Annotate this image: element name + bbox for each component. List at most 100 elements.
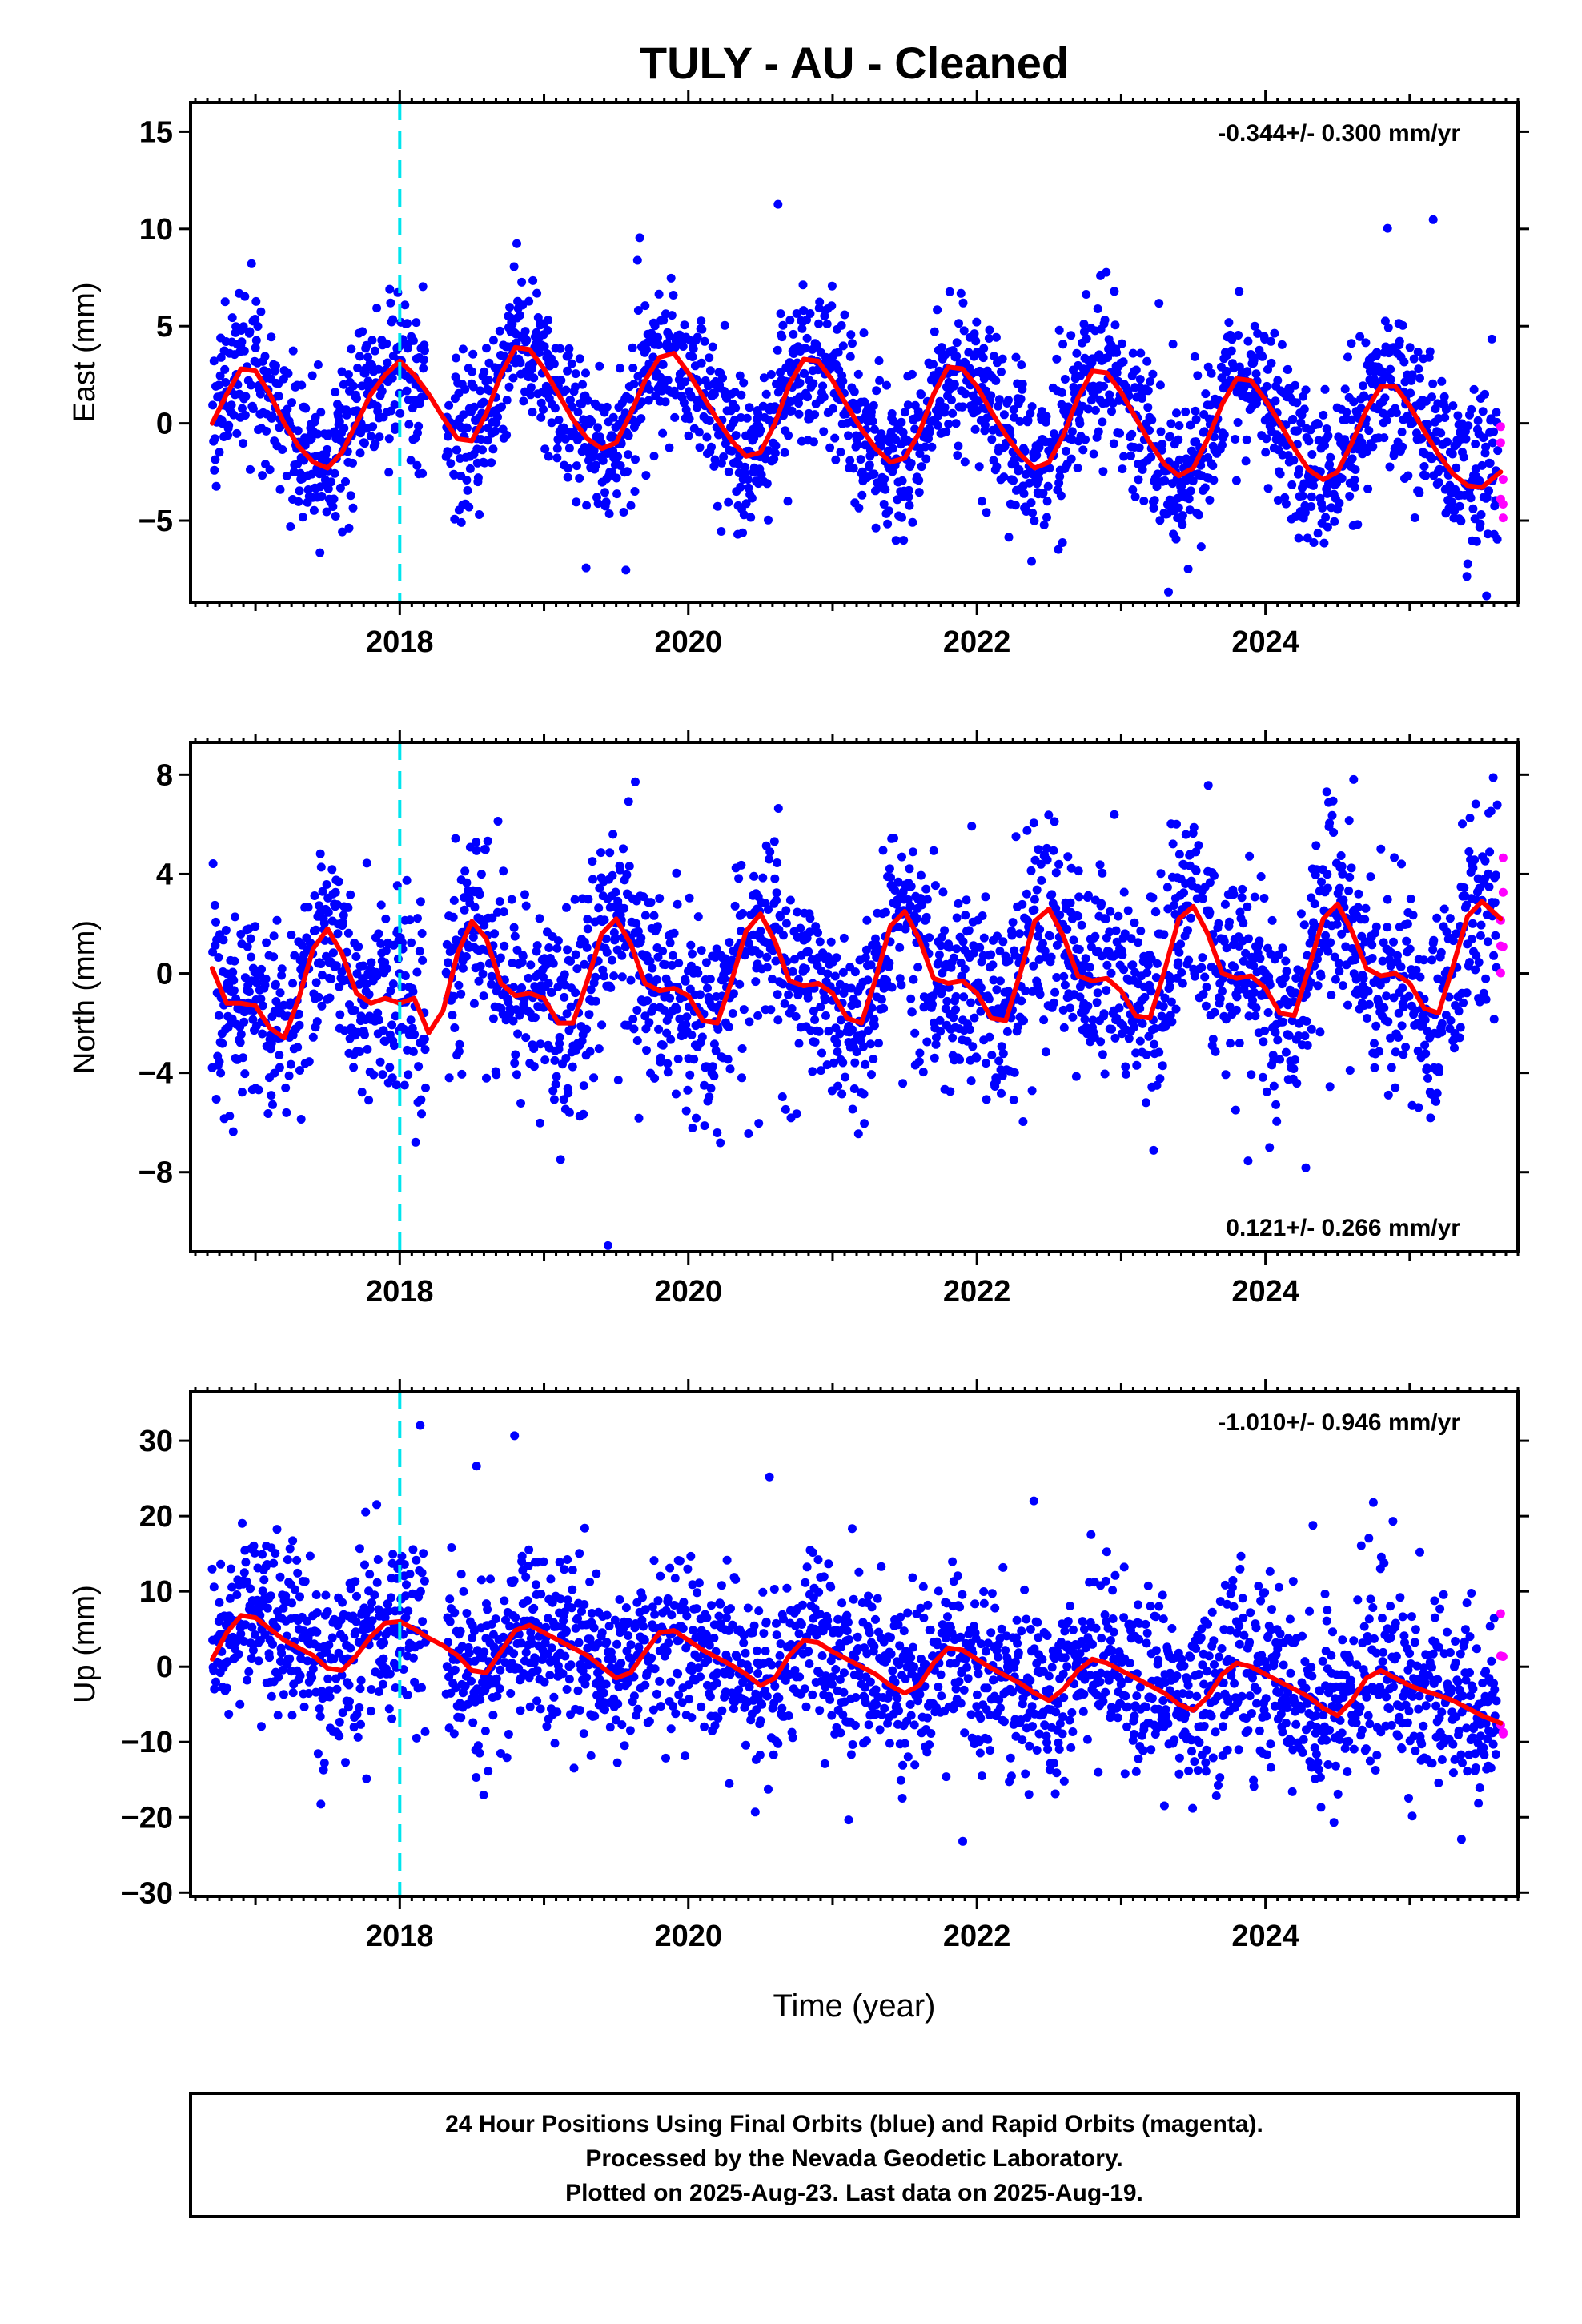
final-orbit-point bbox=[1375, 1047, 1384, 1056]
final-orbit-point bbox=[679, 398, 689, 408]
final-orbit-point bbox=[333, 929, 343, 939]
final-orbit-point bbox=[764, 515, 773, 525]
final-orbit-point bbox=[827, 281, 837, 291]
final-orbit-point bbox=[495, 897, 504, 906]
final-orbit-point bbox=[1058, 1005, 1068, 1015]
final-orbit-point bbox=[773, 858, 782, 867]
final-orbit-point bbox=[1099, 381, 1108, 391]
final-orbit-point bbox=[769, 837, 779, 846]
final-orbit-point bbox=[1190, 352, 1199, 361]
final-orbit-point bbox=[904, 492, 913, 501]
final-orbit-point bbox=[1174, 503, 1183, 513]
final-orbit-point bbox=[1397, 428, 1407, 436]
final-orbit-point bbox=[838, 376, 848, 386]
final-orbit-point bbox=[837, 320, 846, 330]
final-orbit-point bbox=[712, 944, 721, 954]
final-orbit-point bbox=[544, 943, 554, 952]
final-orbit-point bbox=[1045, 931, 1054, 941]
final-orbit-point bbox=[544, 979, 553, 988]
final-orbit-point bbox=[1135, 375, 1145, 384]
final-orbit-point bbox=[322, 880, 331, 889]
final-orbit-point bbox=[1330, 952, 1339, 962]
final-orbit-point bbox=[917, 390, 926, 400]
final-orbit-point bbox=[624, 450, 633, 460]
final-orbit-point bbox=[689, 344, 698, 353]
final-orbit-point bbox=[1160, 476, 1170, 485]
final-orbit-point bbox=[1120, 929, 1130, 939]
final-orbit-point bbox=[282, 471, 291, 480]
final-orbit-point bbox=[929, 846, 938, 855]
rapid-orbit-point bbox=[1496, 438, 1505, 448]
final-orbit-point bbox=[1018, 1117, 1028, 1126]
final-orbit-point bbox=[567, 359, 576, 368]
final-orbit-point bbox=[965, 1025, 974, 1035]
final-orbit-point bbox=[419, 355, 428, 364]
final-orbit-point bbox=[451, 834, 460, 843]
final-orbit-point bbox=[852, 1047, 861, 1057]
final-orbit-point bbox=[1262, 1087, 1271, 1096]
final-orbit-point bbox=[909, 975, 918, 984]
final-orbit-point bbox=[1222, 943, 1231, 953]
final-orbit-point bbox=[1191, 406, 1200, 416]
final-orbit-point bbox=[653, 922, 662, 931]
final-orbit-point bbox=[1041, 1047, 1050, 1057]
final-orbit-point bbox=[765, 847, 775, 857]
final-orbit-point bbox=[1347, 339, 1356, 348]
final-orbit-point bbox=[1183, 926, 1192, 935]
final-orbit-point bbox=[1406, 388, 1415, 398]
final-orbit-point bbox=[857, 490, 867, 500]
final-orbit-point bbox=[869, 1015, 879, 1024]
final-orbit-point bbox=[619, 844, 628, 854]
final-orbit-point bbox=[971, 336, 981, 346]
final-orbit-point bbox=[323, 444, 332, 454]
final-orbit-point bbox=[956, 288, 966, 298]
final-orbit-point bbox=[229, 410, 239, 420]
final-orbit-point bbox=[552, 943, 562, 953]
final-orbit-point bbox=[1059, 1023, 1069, 1032]
final-orbit-point bbox=[650, 1073, 660, 1083]
final-orbit-point bbox=[1407, 370, 1417, 380]
final-orbit-point bbox=[745, 403, 754, 412]
final-orbit-point bbox=[586, 985, 596, 995]
final-orbit-point bbox=[1439, 904, 1449, 914]
final-orbit-point bbox=[1067, 427, 1077, 436]
final-orbit-point bbox=[1330, 517, 1339, 526]
final-orbit-point bbox=[1164, 587, 1173, 597]
final-orbit-point bbox=[642, 1046, 651, 1055]
final-orbit-point bbox=[1242, 435, 1251, 444]
final-orbit-point bbox=[1037, 875, 1046, 885]
final-orbit-point bbox=[1066, 863, 1076, 873]
final-orbit-point bbox=[247, 380, 256, 390]
final-orbit-point bbox=[1361, 903, 1371, 913]
final-orbit-point bbox=[949, 1013, 958, 1023]
final-orbit-point bbox=[1355, 332, 1365, 341]
final-orbit-point bbox=[1304, 436, 1314, 446]
final-orbit-point bbox=[601, 934, 611, 943]
final-orbit-point bbox=[700, 1080, 709, 1090]
final-orbit-point bbox=[1482, 493, 1492, 502]
final-orbit-point bbox=[822, 1060, 832, 1070]
final-orbit-point bbox=[1283, 364, 1293, 374]
final-orbit-point bbox=[1243, 367, 1252, 376]
final-orbit-point bbox=[1135, 1036, 1145, 1046]
final-orbit-point bbox=[857, 1030, 867, 1039]
final-orbit-point bbox=[1134, 475, 1143, 485]
final-orbit-point bbox=[934, 950, 944, 959]
final-orbit-point bbox=[561, 1054, 571, 1063]
final-orbit-point bbox=[1106, 968, 1116, 978]
final-orbit-point bbox=[449, 470, 459, 480]
final-orbit-point bbox=[1259, 894, 1269, 903]
final-orbit-point bbox=[228, 967, 238, 977]
final-orbit-point bbox=[1435, 1068, 1443, 1077]
final-orbit-point bbox=[549, 359, 559, 368]
final-orbit-point bbox=[925, 933, 934, 943]
final-orbit-point bbox=[665, 332, 675, 341]
final-orbit-point bbox=[684, 431, 693, 440]
final-orbit-point bbox=[540, 444, 550, 454]
final-orbit-point bbox=[1296, 418, 1306, 428]
final-orbit-point bbox=[563, 472, 572, 482]
final-orbit-point bbox=[713, 501, 722, 511]
final-orbit-point bbox=[880, 474, 889, 484]
final-orbit-point bbox=[1321, 931, 1331, 940]
final-orbit-point bbox=[984, 334, 994, 343]
